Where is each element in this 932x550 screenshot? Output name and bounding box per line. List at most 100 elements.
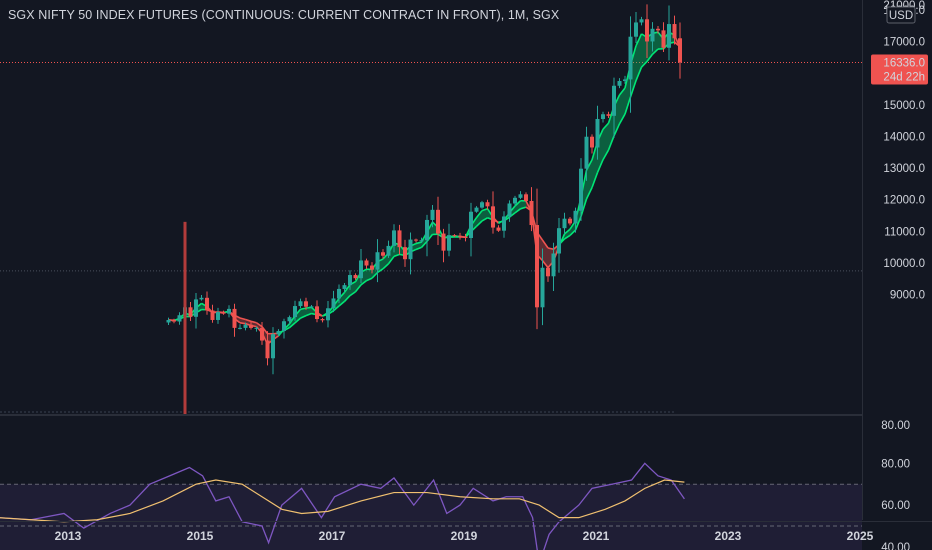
rsi-tick-label: 80.00 xyxy=(881,420,910,432)
ema-slow-line xyxy=(239,317,246,321)
currency-badge xyxy=(886,6,916,24)
candle-body xyxy=(595,118,600,148)
candle-body xyxy=(590,136,594,148)
candle-body xyxy=(447,235,451,251)
candle-body xyxy=(397,230,402,248)
candle-body xyxy=(661,30,666,48)
last-price-badge xyxy=(871,54,928,85)
rsi-band xyxy=(0,484,862,550)
candlesticks xyxy=(166,4,682,414)
ema-ribbon-segment xyxy=(295,309,301,323)
candle-body xyxy=(419,240,424,242)
ema-slow-line xyxy=(585,187,593,200)
candle-body xyxy=(672,24,677,39)
candle-body xyxy=(403,247,407,260)
last-price-label: 16336.0 xyxy=(883,57,925,69)
price-tick-label: 10000.0 xyxy=(883,258,925,270)
ema-slow-line xyxy=(300,314,307,319)
candle-body xyxy=(232,308,237,328)
ema-fast-line xyxy=(239,322,246,325)
candle-body xyxy=(425,219,429,241)
price-gridlines xyxy=(0,0,863,520)
candle-body xyxy=(265,340,270,359)
ema-ribbon-segment xyxy=(603,123,609,160)
candle-body xyxy=(304,301,308,307)
ema-slow-line xyxy=(547,247,554,250)
ema-slow-line xyxy=(343,295,351,302)
candle-body xyxy=(628,36,633,80)
ema-fast-line xyxy=(635,33,643,47)
candle-body xyxy=(293,306,297,318)
candle-body xyxy=(260,327,264,341)
candle-body xyxy=(634,22,638,37)
ema-slow-line xyxy=(288,322,296,329)
spike-bar xyxy=(183,221,187,414)
candle-body xyxy=(205,297,209,311)
pane-separator xyxy=(0,414,862,416)
ema-ribbon-segment xyxy=(619,87,625,124)
time-tick-label: 2013 xyxy=(55,529,82,543)
candle-body xyxy=(601,114,605,119)
candle-body xyxy=(480,202,484,208)
ema-slow-line xyxy=(602,149,610,161)
candle-body xyxy=(562,218,567,229)
candle-body xyxy=(513,197,517,204)
ema-slow-line xyxy=(366,277,373,282)
candle-body xyxy=(458,235,462,237)
candle-body xyxy=(436,209,440,234)
price-tick-label: 15000.0 xyxy=(883,100,925,112)
candle-body xyxy=(199,297,204,300)
candle-body xyxy=(551,253,556,277)
ema-slow-line xyxy=(646,53,654,62)
ema-slow-line xyxy=(420,240,428,248)
candle-body xyxy=(496,227,501,231)
ema-slow-line xyxy=(354,284,362,293)
candle-body xyxy=(430,209,435,220)
time-tick-label: 2019 xyxy=(451,529,478,543)
candle-body xyxy=(524,194,528,201)
ema-slow-line xyxy=(294,317,302,324)
ema-fast-line xyxy=(514,200,522,207)
ema-slow-line xyxy=(569,229,577,237)
price-tick-label: 14000.0 xyxy=(883,131,925,143)
ema-slow-line xyxy=(387,255,395,265)
candle-body xyxy=(557,228,561,254)
candle-body xyxy=(359,260,363,279)
ema-slow-line xyxy=(640,60,648,68)
time-tick-label: 2021 xyxy=(583,529,610,543)
candle-body xyxy=(441,233,446,251)
candle-body xyxy=(249,324,253,328)
ema-fast-line xyxy=(300,307,307,311)
candle-body xyxy=(276,331,281,335)
candle-body xyxy=(568,218,572,224)
candle-body xyxy=(667,24,671,48)
ema-ribbon xyxy=(168,31,681,345)
candle-body xyxy=(271,334,275,359)
ema-fast-line xyxy=(563,228,571,235)
price-axis[interactable]: 9000.0 10000.0 11000.0 12000.0 13000.0 14000.… xyxy=(871,0,928,302)
rsi-tick-label: 60.00 xyxy=(881,500,910,512)
ema-fast-line xyxy=(475,210,483,219)
ema-slow-line xyxy=(360,279,367,286)
ema-slow-line xyxy=(596,159,604,173)
candle-body xyxy=(485,202,490,207)
countdown-label: 24d 22h xyxy=(883,71,925,83)
ema-slow-line xyxy=(371,271,379,279)
rsi-ma-line xyxy=(0,479,685,523)
candle-body xyxy=(315,306,319,320)
candle-body xyxy=(573,210,578,224)
candle-body xyxy=(579,168,583,211)
ema-ribbon-segment xyxy=(476,210,482,227)
candle-body xyxy=(474,207,479,212)
ema-ribbon-segment xyxy=(515,200,521,213)
ema-slow-line xyxy=(618,113,626,125)
candle-body xyxy=(639,19,644,23)
time-axis[interactable]: 2013 2015 2017 2019 2021 2023 2025 xyxy=(0,521,932,544)
candle-body xyxy=(381,252,385,256)
ema-slow-line xyxy=(624,96,632,115)
ema-slow-line xyxy=(245,318,252,323)
candle-body xyxy=(221,312,226,314)
price-tick-label: 17000.0 xyxy=(883,36,925,48)
ema-slow-line xyxy=(607,135,615,151)
